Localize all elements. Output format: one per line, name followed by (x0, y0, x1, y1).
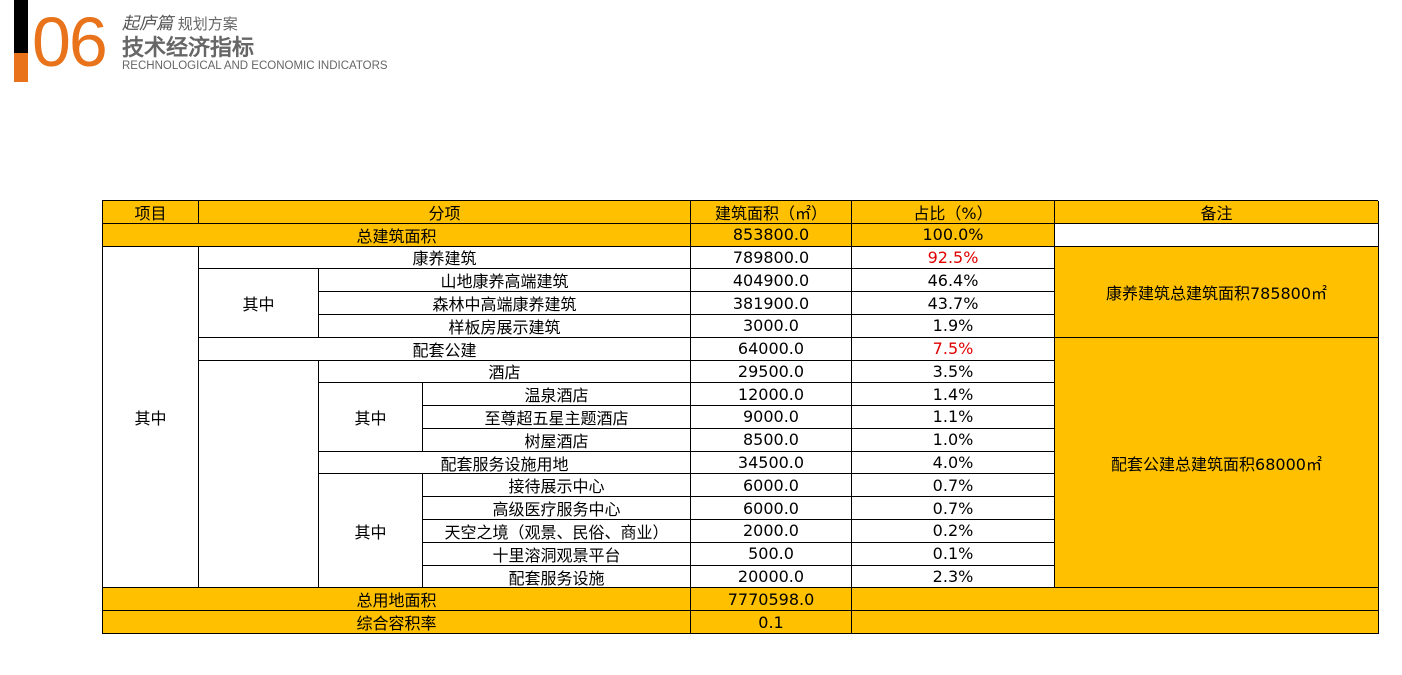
item-label: 山地康养高端建筑 (319, 269, 691, 293)
item-ratio: 1.1% (852, 406, 1055, 429)
service-area: 34500.0 (691, 451, 852, 475)
section-number: 06 (32, 3, 108, 81)
series-logo: 起庐篇 (122, 14, 173, 34)
service-ratio: 4.0% (852, 451, 1055, 475)
support-area: 64000.0 (691, 337, 852, 361)
item-label: 十里溶洞观景平台 (423, 542, 691, 566)
item-label: 树屋酒店 (423, 428, 691, 452)
service-label: 配套服务设施用地 (319, 451, 691, 475)
item-ratio: 0.7% (852, 497, 1055, 521)
item-area: 404900.0 (691, 269, 852, 293)
support-ratio: 7.5% (852, 337, 1055, 361)
item-ratio: 46.4% (852, 269, 1055, 293)
support-label: 配套公建 (199, 337, 691, 361)
header-cell: 占比（%） (852, 201, 1055, 224)
far-value: 0.1 (691, 611, 852, 634)
page-title-english: RECHNOLOGICAL AND ECONOMIC INDICATORS (122, 60, 388, 72)
item-area: 500.0 (691, 542, 852, 566)
item-ratio: 1.4% (852, 383, 1055, 407)
health-ratio: 92.5% (852, 246, 1055, 270)
item-area: 12000.0 (691, 383, 852, 407)
item-label: 天空之境（观景、民俗、商业） (423, 520, 691, 543)
item-ratio: 0.1% (852, 542, 1055, 566)
among-cell: 其中 (319, 474, 423, 589)
hotel-ratio: 3.5% (852, 360, 1055, 384)
health-area: 789800.0 (691, 246, 852, 270)
item-label: 接待展示中心 (423, 474, 691, 498)
item-area: 8500.0 (691, 428, 852, 452)
total-area-value: 853800.0 (691, 223, 852, 247)
land-area-label: 总用地面积 (103, 588, 691, 612)
item-label: 样板房展示建筑 (319, 314, 691, 338)
item-area: 3000.0 (691, 314, 852, 338)
health-note: 康养建筑总建筑面积785800㎡ (1055, 246, 1379, 338)
header-cell: 分项 (199, 201, 691, 224)
indicators-table: 项目 分项 建筑面积（㎡） 占比（%） 备注 总建筑面积 853800.0 10… (102, 200, 1379, 634)
page-title: 技术经济指标 (122, 36, 255, 61)
item-ratio: 0.7% (852, 474, 1055, 498)
item-ratio: 2.3% (852, 565, 1055, 589)
item-label: 配套服务设施 (423, 565, 691, 589)
item-area: 20000.0 (691, 565, 852, 589)
header-cell: 备注 (1055, 201, 1379, 224)
accent-bar-black (14, 0, 28, 53)
blank-cell (199, 360, 319, 589)
far-blank (852, 611, 1379, 634)
section-subtitle: 起庐篇 规划方案 (122, 9, 238, 34)
item-area: 9000.0 (691, 406, 852, 429)
item-area: 381900.0 (691, 292, 852, 315)
item-ratio: 1.0% (852, 428, 1055, 452)
item-label: 至尊超五星主题酒店 (423, 406, 691, 429)
among-cell: 其中 (199, 269, 319, 338)
item-area: 2000.0 (691, 520, 852, 543)
among-cell: 其中 (319, 383, 423, 452)
land-area-blank (852, 588, 1379, 612)
health-label: 康养建筑 (199, 246, 691, 270)
far-label: 综合容积率 (103, 611, 691, 634)
item-area: 6000.0 (691, 497, 852, 521)
total-area-ratio: 100.0% (852, 223, 1055, 247)
item-label: 高级医疗服务中心 (423, 497, 691, 521)
among-cell: 其中 (103, 246, 199, 589)
item-ratio: 0.2% (852, 520, 1055, 543)
item-area: 6000.0 (691, 474, 852, 498)
subtitle-text: 规划方案 (177, 15, 238, 33)
item-ratio: 1.9% (852, 314, 1055, 338)
total-area-note (1055, 223, 1379, 247)
item-label: 温泉酒店 (423, 383, 691, 407)
header-cell: 项目 (103, 201, 199, 224)
land-area-value: 7770598.0 (691, 588, 852, 612)
total-area-label: 总建筑面积 (103, 223, 691, 247)
item-ratio: 43.7% (852, 292, 1055, 315)
item-label: 森林中高端康养建筑 (319, 292, 691, 315)
hotel-label: 酒店 (319, 360, 691, 384)
hotel-area: 29500.0 (691, 360, 852, 384)
accent-bar-orange (14, 53, 28, 82)
header-cell: 建筑面积（㎡） (691, 201, 852, 224)
support-note: 配套公建总建筑面积68000㎡ (1055, 337, 1379, 589)
